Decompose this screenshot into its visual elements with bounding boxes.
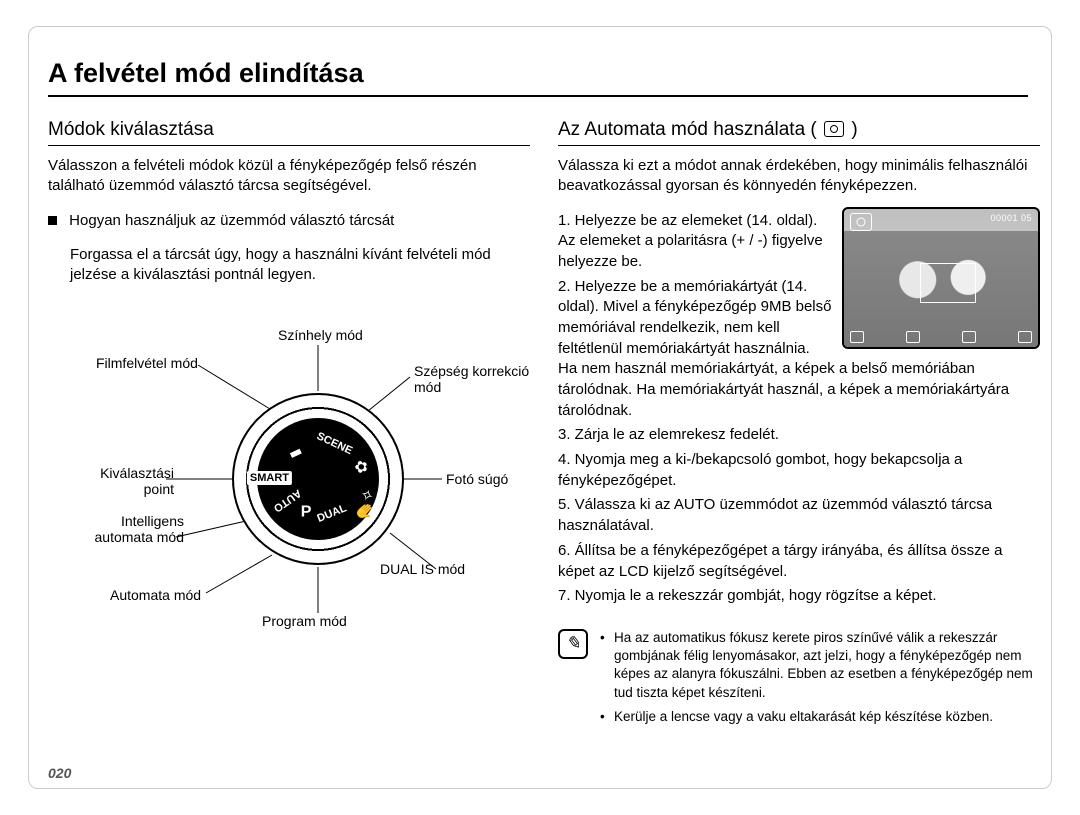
step-3: 3. Zárja le az elemrekesz fedelét.	[558, 425, 1040, 446]
dial-label-movie: Filmfelvétel mód	[96, 355, 198, 371]
lcd-icon	[1018, 331, 1032, 343]
lcd-bottom-icons	[850, 331, 1032, 343]
note-list: Ha az automatikus fókusz kerete piros sz…	[600, 629, 1040, 732]
lcd-status-text: 00001 05	[990, 213, 1032, 231]
dial-label-auto: Automata mód	[110, 587, 201, 603]
lcd-mode-badge-icon	[850, 213, 872, 231]
left-column: Módok kiválasztása Válasszon a felvételi…	[48, 119, 530, 732]
dial-label-photo-help: Fotó súgó	[446, 471, 508, 487]
note-icon: ✎	[558, 629, 588, 659]
lcd-icon	[962, 331, 976, 343]
square-bullet-icon	[48, 216, 57, 225]
camera-mode-icon	[824, 121, 844, 137]
left-heading: Módok kiválasztása	[48, 119, 530, 146]
dial-label-program: Program mód	[262, 613, 347, 629]
page-number: 020	[48, 765, 71, 781]
dial-label-beauty: Szépség korrekció mód	[414, 363, 534, 395]
step-5: 5. Válassza ki az AUTO üzemmódot az üzem…	[558, 495, 1040, 536]
dial-label-smart-auto: Intelligens automata mód	[88, 513, 184, 545]
left-intro: Válasszon a felvételi módok közül a fény…	[48, 156, 530, 197]
right-intro: Válassza ki ezt a módot annak érdekében,…	[558, 156, 1040, 197]
dial-label-select-point: Kiválasztási point	[88, 465, 174, 497]
right-heading: Az Automata mód használata ( )	[558, 119, 1040, 146]
two-column-layout: Módok kiválasztása Válasszon a felvételi…	[48, 119, 1040, 732]
right-heading-suffix: )	[851, 119, 857, 140]
lcd-preview-illustration: 00001 05	[842, 207, 1040, 349]
lcd-icon	[906, 331, 920, 343]
howto-label: Hogyan használjuk az üzemmód választó tá…	[69, 212, 394, 229]
note-item: Ha az automatikus fókusz kerete piros sz…	[600, 629, 1040, 702]
step-6: 6. Állítsa be a fényképezőgépet a tárgy …	[558, 541, 1040, 582]
right-heading-prefix: Az Automata mód használata (	[558, 119, 817, 140]
howto-body: Forgassa el a tárcsát úgy, hogy a haszná…	[48, 245, 530, 286]
howto-heading: Hogyan használjuk az üzemmód választó tá…	[48, 211, 530, 231]
lcd-icon	[850, 331, 864, 343]
page-title: A felvétel mód elindítása	[48, 58, 1028, 97]
mode-dial-icon: SCENE SMART AUTO P DUAL ✿ ✧ ✋ ▮	[232, 393, 404, 565]
manual-page: A felvétel mód elindítása Módok kiválasz…	[0, 0, 1080, 815]
mode-dial-diagram: Színhely mód Filmfelvétel mód Szépség ko…	[48, 315, 508, 645]
step-4: 4. Nyomja meg a ki-/bekapcsoló gombot, h…	[558, 450, 1040, 491]
note-block: ✎ Ha az automatikus fókusz kerete piros …	[558, 629, 1040, 732]
step-7: 7. Nyomja le a rekeszzár gombját, hogy r…	[558, 586, 1040, 607]
right-column: Az Automata mód használata ( ) Válassza …	[558, 119, 1040, 732]
dial-label-scene: Színhely mód	[278, 327, 363, 343]
lcd-top-bar: 00001 05	[850, 213, 1032, 231]
note-item: Kerülje a lencse vagy a vaku eltakarását…	[600, 708, 1040, 726]
lcd-focus-frame-icon	[920, 263, 976, 303]
